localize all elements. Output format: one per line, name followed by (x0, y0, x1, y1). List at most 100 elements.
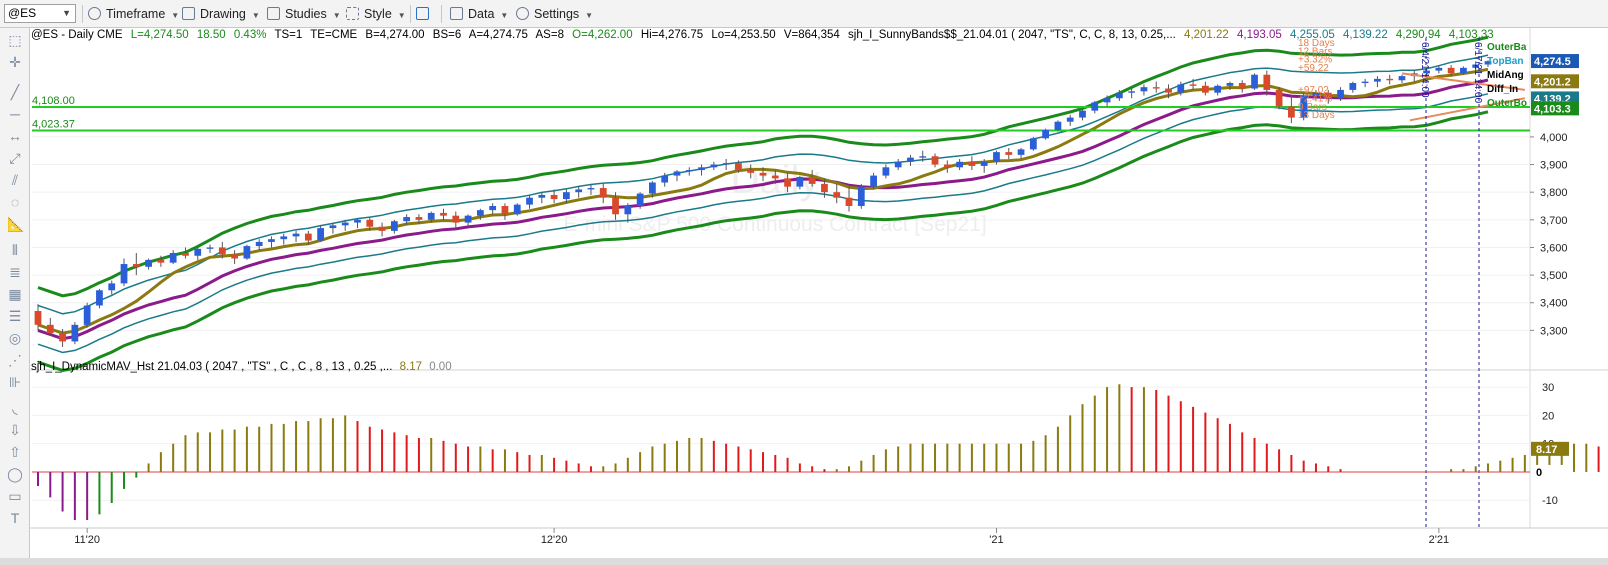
horizontal-scrollbar[interactable] (0, 558, 1608, 565)
candle-body (169, 252, 177, 263)
ray-icon[interactable]: ⤢ (9, 150, 21, 166)
bar-chart-icon (450, 7, 463, 20)
candle-body (83, 305, 91, 325)
fan-icon[interactable]: ⋰ (8, 352, 22, 368)
candle-body (1103, 98, 1111, 103)
pattern-annotation: +59.22 (1298, 63, 1329, 74)
chevron-down-icon[interactable]: ▼ (62, 8, 71, 18)
circle-tool-icon[interactable]: ◌ (10, 194, 20, 210)
levels-icon[interactable]: ☰ (8, 308, 22, 324)
arc-icon[interactable]: ◟ (12, 400, 18, 416)
price-tick-label: 3,300 (1540, 325, 1568, 337)
studies-button[interactable]: Studies ▼ (267, 5, 341, 23)
volume-field: V=864,354 (783, 29, 840, 41)
price-axis-badge-label: 4,274.5 (1534, 56, 1571, 68)
candle-body (206, 247, 214, 249)
grid-icon[interactable]: ▦ (8, 286, 22, 302)
candle-body (587, 188, 595, 190)
candle-body (145, 259, 152, 267)
candle-body (1386, 78, 1394, 81)
candle-body (1288, 106, 1295, 118)
data-button[interactable]: Data ▼ (450, 5, 508, 23)
price-chart[interactable]: Daily E-mini S&P 500 Continuous Contract… (30, 28, 1608, 558)
time-marker-label: 6/17/21 14:00 (1472, 42, 1483, 104)
price-tick-label: 3,500 (1540, 270, 1568, 282)
text-tool-icon[interactable]: T (10, 510, 20, 526)
price-axis-badge-label: 4,103.3 (1534, 103, 1571, 115)
price-tick-label: 4,000 (1540, 132, 1568, 144)
candle-body (1079, 110, 1086, 118)
cursor-icon[interactable]: ⬚ (8, 32, 22, 48)
candle-body (673, 171, 681, 176)
symbol-info-bar: @ES - Daily CME L=4,274.50 18.50 0.43% T… (31, 29, 1499, 41)
candle-body (440, 212, 447, 216)
candle-body (464, 215, 472, 223)
arrow-up-icon[interactable]: ⇧ (9, 444, 21, 460)
symbol-input[interactable]: @ES ▼ (4, 4, 76, 23)
candle-body (1423, 70, 1430, 74)
candle-body (833, 192, 841, 198)
price-tick-label: 3,700 (1540, 215, 1568, 227)
toolbar-divider (410, 5, 411, 23)
drawing-label: Drawing (200, 7, 246, 21)
ruler-icon[interactable]: 📐 (7, 216, 25, 232)
candle-body (722, 163, 730, 165)
rectangle-icon[interactable]: ▭ (8, 488, 22, 504)
fib-icon[interactable]: ≣ (9, 264, 21, 280)
style-button[interactable]: Style ▼ (346, 5, 406, 23)
candle-body (1398, 76, 1406, 81)
candle-body (1349, 83, 1357, 90)
candle-body (636, 193, 644, 206)
candle-body (489, 206, 497, 211)
bracket-icon[interactable]: ⊪ (8, 374, 22, 390)
layout-button[interactable] (416, 5, 434, 23)
timeframe-button[interactable]: Timeframe ▼ (88, 5, 179, 23)
candle-body (956, 161, 963, 168)
candle-body (403, 217, 411, 222)
band-tag: TopBan (1487, 56, 1523, 67)
candle-body (1029, 138, 1037, 150)
target-icon[interactable]: ◎ (8, 330, 22, 346)
arrow-horizontal-icon[interactable]: ↔ (8, 128, 22, 144)
chevron-down-icon: ▼ (500, 11, 509, 20)
candle-body (59, 333, 66, 342)
candle-body (612, 197, 619, 215)
candle-body (1435, 67, 1443, 71)
pattern-annotation: +3.32% (1298, 55, 1332, 66)
candle-body (231, 254, 238, 259)
trendline-icon[interactable]: ╱ (10, 84, 20, 100)
open-field: O=4,262.00 (572, 29, 633, 41)
drawing-button[interactable]: Drawing ▼ (182, 5, 260, 23)
hline-icon[interactable]: ─ (10, 106, 20, 122)
band-tag: OuterBa (1487, 42, 1527, 53)
bars-icon[interactable]: ⦀ (11, 242, 19, 258)
support-line-label: 4,108.00 (32, 95, 75, 107)
indicator-tick-label: 20 (1542, 410, 1554, 422)
te-field: TE=CME (310, 29, 358, 41)
candle-body (919, 156, 927, 158)
studies-icon (267, 7, 280, 20)
pencil-icon (182, 7, 195, 20)
indicator-axis-badge (1531, 464, 1569, 479)
study-value: 4,290.94 (1395, 29, 1441, 41)
candle-body (1361, 81, 1369, 84)
candle-body (1017, 149, 1025, 155)
channel-icon[interactable]: ⫽ (11, 172, 19, 188)
candle-body (1066, 117, 1074, 122)
candle-body (513, 204, 521, 215)
candle-body (329, 225, 337, 229)
settings-button[interactable]: Settings ▼ (516, 5, 593, 23)
ts-field: TS=1 (274, 29, 303, 41)
candle-body (46, 324, 54, 334)
ellipse-icon[interactable]: ◯ (7, 466, 23, 482)
crosshair-icon[interactable]: ✛ (9, 54, 21, 70)
indicator-value: 0.00 (429, 361, 452, 373)
arrow-down-icon[interactable]: ⇩ (9, 422, 21, 438)
time-tick-label: '21 (989, 534, 1003, 546)
candle-body (649, 182, 656, 194)
candle-body (243, 246, 251, 259)
pattern-annotation: 12 Bars (1298, 46, 1332, 57)
candle-body (759, 172, 767, 176)
candle-body (1115, 92, 1123, 99)
